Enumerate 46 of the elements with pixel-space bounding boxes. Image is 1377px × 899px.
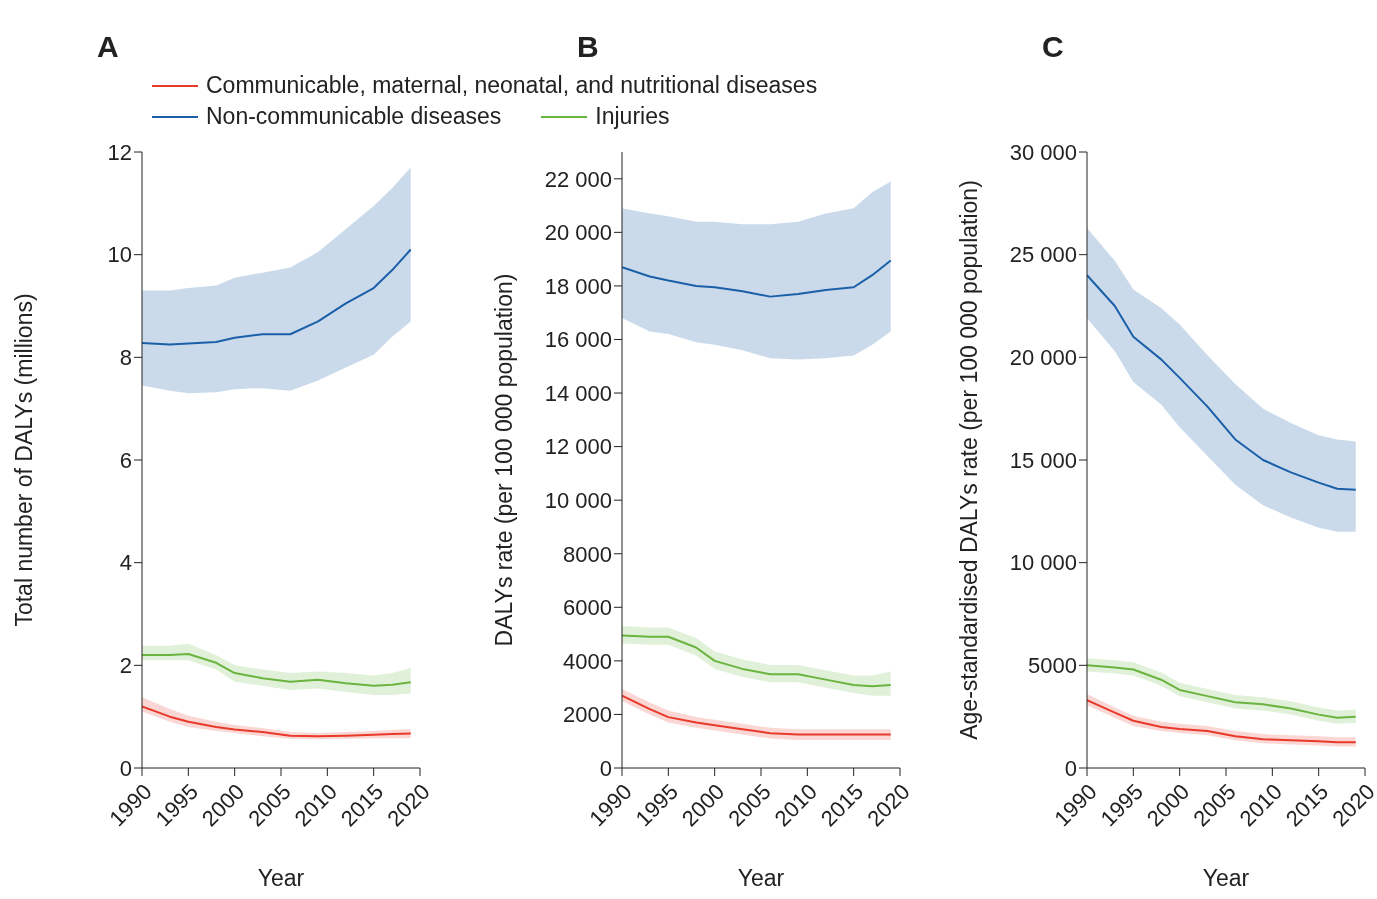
y-tick-label: 10 000: [1009, 550, 1077, 576]
y-tick-label: 15 000: [1009, 447, 1077, 473]
y-axis-title: Age-standardised DALYs rate (per 100 000 population): [956, 180, 983, 740]
y-tick-label: 14 000: [544, 380, 612, 406]
y-tick-label: 25 000: [1009, 242, 1077, 268]
y-tick-label: 20 000: [1009, 345, 1077, 371]
y-tick-label: 4000: [563, 648, 612, 674]
y-tick-label: 4: [119, 550, 132, 576]
y-tick-label: 18 000: [544, 273, 612, 299]
line-series: [142, 653, 412, 687]
y-tick-label: 10: [107, 242, 132, 268]
legend-label: Non-communicable diseases: [206, 103, 502, 130]
x-axis-title: Year: [1202, 865, 1250, 891]
y-tick-label: 2: [119, 653, 132, 679]
y-axis-title: DALYs rate (per 100 000 population): [491, 273, 518, 647]
x-axis-title: Year: [257, 865, 305, 891]
y-tick-label: 6: [119, 447, 132, 473]
y-axis-title: Total number of DALYs (millions): [11, 293, 38, 627]
chart-title: C: [1042, 30, 1064, 64]
y-tick-label: 20 000: [544, 220, 612, 246]
line-series: [1087, 664, 1357, 719]
line-series: [622, 259, 892, 298]
y-tick-label: 22 000: [544, 166, 612, 192]
line-series: [142, 248, 412, 346]
y-tick-label: 0: [599, 755, 612, 781]
y-tick-label: 8: [119, 345, 132, 371]
y-tick-label: 16 000: [544, 327, 612, 353]
x-axis-title: Year: [737, 865, 785, 891]
line-series: [622, 694, 892, 736]
y-tick-label: 30 000: [1009, 139, 1077, 165]
y-tick-label: 0: [1064, 755, 1077, 781]
line-series: [1087, 274, 1357, 491]
y-tick-label: 12: [107, 139, 132, 165]
y-tick-label: 0: [119, 755, 132, 781]
chart-title: B: [577, 30, 599, 64]
legend-label: Communicable, maternal, neonatal, and nutritional diseases: [206, 72, 818, 99]
y-tick-label: 10 000: [544, 487, 612, 513]
line-series: [142, 705, 412, 738]
y-tick-label: 6000: [563, 595, 612, 621]
chart-title: A: [97, 30, 119, 64]
legend-label: Injuries: [595, 103, 670, 130]
y-tick-label: 2000: [563, 702, 612, 728]
line-series: [622, 634, 892, 688]
y-tick-label: 8000: [563, 541, 612, 567]
y-tick-label: 5000: [1028, 653, 1077, 679]
y-tick-label: 12 000: [544, 434, 612, 460]
